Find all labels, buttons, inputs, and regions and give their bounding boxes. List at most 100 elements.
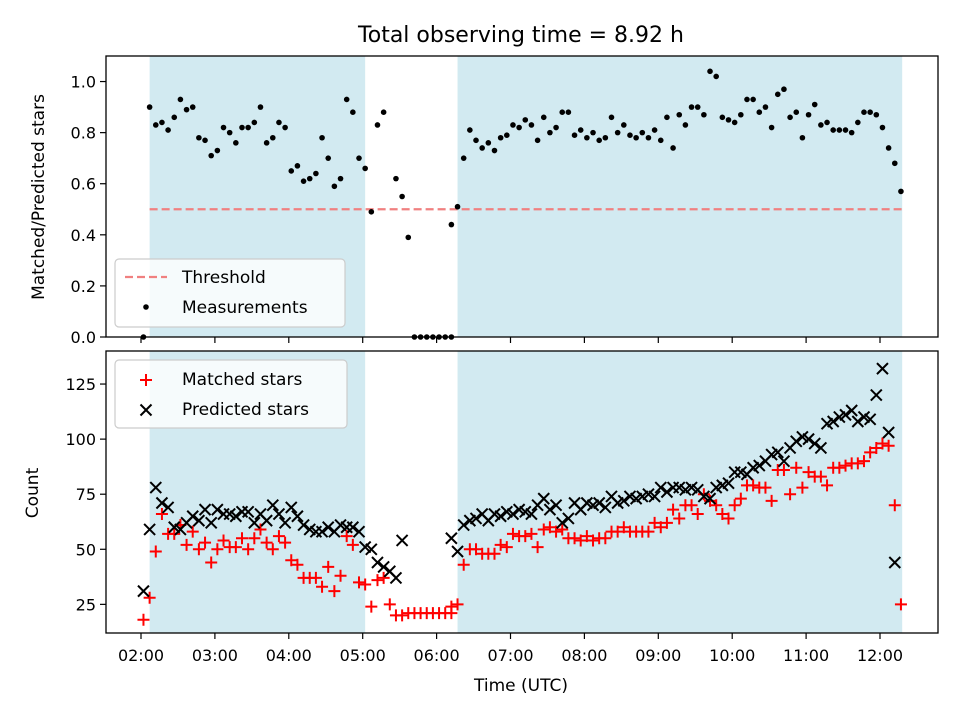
matched-star-point [396,609,409,622]
x-tick-label: 11:00 [783,646,829,665]
measurement-point [639,129,646,136]
matched-star-point [784,488,797,501]
predicted-star-point [143,523,156,536]
measurement-point [879,124,886,131]
predicted-star-point [592,496,606,510]
legend-measurement-swatch [143,304,149,310]
predicted-star-point [204,516,218,530]
predicted-star-point [352,525,366,538]
chart-title: Total observing time = 8.92 h [357,23,684,48]
measurement-point [226,129,233,136]
measurement-point [251,119,258,126]
matched-star-point [833,461,846,474]
matched-star-point [322,560,335,573]
matched-star-point [587,534,600,547]
predicted-star-point [186,510,199,523]
y-tick-label: 100 [65,430,96,449]
measurement-point [171,114,178,121]
matched-star-point [821,479,834,492]
measurement-point [799,134,806,141]
predicted-star-point [297,518,310,532]
predicted-star-point [377,560,390,574]
measurement-point [313,170,319,177]
matched-star-point [894,598,907,611]
top-panel: 0.0 0.2 0.4 0.6 0.8 1.0 [71,55,939,347]
matched-star-point [500,541,513,554]
matched-star-point [759,481,772,494]
measurement-point [350,109,356,115]
predicted-star-point [556,516,569,530]
matched-star-point [248,532,261,545]
measurement-point [762,104,769,110]
measurement-point [682,122,689,128]
x-tick-label: 04:00 [266,646,312,665]
measurement-point [306,175,313,182]
measurement-point [836,127,843,133]
measurement-point [608,114,615,121]
measurement-point [214,147,221,154]
top-y-axis-label: Matched/Predicted stars [29,94,49,300]
matched-star-point [697,488,710,501]
matched-star-point [716,508,729,521]
y-tick-label: 125 [65,375,96,394]
matched-star-point [266,543,279,556]
measurement-point [830,127,836,133]
matched-star-point [155,508,168,521]
measurement-point [744,96,750,103]
measurement-point [177,96,184,103]
matched-star-point [722,512,735,525]
predicted-star-point [777,454,791,468]
matched-star-point [864,446,877,459]
matched-star-point [377,571,390,584]
matched-star-point [217,534,230,547]
plot-frame [105,55,939,338]
measurement-point [621,122,627,128]
matched-star-point [642,525,655,538]
matched-star-point [654,521,667,534]
predicted-star-point [525,507,538,521]
plot-frame [105,350,939,634]
predicted-star-point [155,496,169,510]
measurement-point [479,145,485,151]
measurement-point [547,129,553,136]
measurement-point [577,127,584,133]
measurement-point [245,124,251,131]
measurement-point [159,119,165,126]
measurement-point [670,145,676,151]
y-tick-label: 0.4 [71,226,96,245]
measurement-point [614,129,621,136]
matched-star-point [242,543,255,556]
matched-star-point [857,455,870,468]
legend-matched-label: Matched stars [182,370,302,390]
predicted-star-point [260,514,273,527]
measurement-point [719,114,726,121]
matched-star-point [574,534,587,547]
legend-matched-swatch [140,374,152,386]
y-tick-label: 1.0 [71,73,96,92]
legend-predicted-label: Predicted stars [182,400,309,420]
measurement-point [485,140,492,146]
matched-star-point [667,503,680,516]
y-tick-label: 0.6 [71,175,96,194]
matched-star-point [494,538,507,551]
matched-star-point [272,530,285,543]
predicted-star-point [469,512,483,525]
measurement-point [448,221,455,228]
matched-star-point [143,591,156,604]
measurement-point [405,234,412,241]
measurement-point [319,134,325,141]
measurement-point [738,111,744,118]
measurement-point [676,111,683,118]
matched-star-point [599,532,612,545]
measurement-point [818,122,824,128]
y-tick-label: 75 [76,485,96,504]
predicted-star-point [660,485,674,499]
y-tick-label: 0.0 [71,328,96,347]
matched-star-point [457,558,470,571]
measurement-point [282,124,288,131]
matched-star-point [611,525,624,538]
predicted-star-point [494,510,507,523]
measurement-point [731,119,738,126]
predicted-star-point [537,492,550,505]
